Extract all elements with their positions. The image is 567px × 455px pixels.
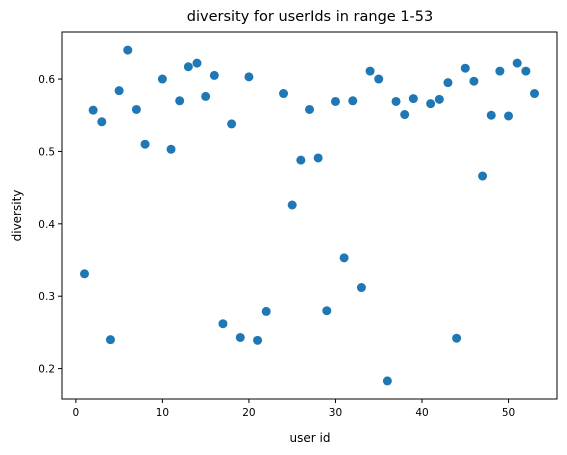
plot-frame [61, 31, 558, 400]
data-point [88, 105, 98, 115]
data-point [183, 62, 193, 72]
data-point [426, 99, 436, 109]
data-point [261, 306, 271, 316]
data-point [253, 335, 263, 345]
data-point [512, 58, 522, 68]
data-point [175, 96, 185, 106]
data-point [348, 96, 358, 106]
data-point [80, 269, 89, 279]
x-tick-label: 50 [502, 407, 515, 419]
x-tick-label: 0 [73, 407, 80, 419]
data-point [157, 74, 167, 84]
data-point [330, 96, 340, 106]
data-point [192, 58, 202, 68]
x-tick-label: 10 [156, 407, 169, 419]
x-axis-label: user id [290, 431, 331, 445]
x-tick-label: 30 [329, 407, 342, 419]
x-axis: 0 10 20 30 40 50 [73, 399, 515, 419]
y-tick-label: 0.2 [38, 364, 55, 376]
chart-title: diversity for userIds in range 1-53 [187, 9, 433, 25]
data-point [495, 66, 505, 76]
data-point [486, 110, 496, 120]
x-tick-label: 20 [242, 407, 255, 419]
data-point [521, 66, 531, 76]
data-point [305, 104, 314, 114]
data-point [279, 89, 289, 99]
data-point [460, 63, 470, 73]
data-point [97, 117, 107, 127]
data-point [235, 332, 245, 342]
data-point [478, 171, 488, 181]
data-point [201, 91, 211, 101]
data-point [287, 200, 297, 210]
data-point [244, 72, 254, 82]
data-point [322, 306, 332, 316]
points-layer [80, 45, 539, 386]
data-point [452, 333, 462, 343]
data-point [339, 253, 349, 263]
y-tick-label: 0.4 [38, 219, 55, 231]
y-axis-label: diversity [10, 190, 24, 242]
data-point [408, 94, 418, 104]
data-point [209, 70, 219, 80]
data-point [166, 144, 176, 154]
y-tick-label: 0.6 [38, 74, 55, 86]
data-point [469, 76, 479, 86]
data-point [365, 66, 375, 76]
data-point [131, 104, 141, 114]
x-tick-label: 40 [415, 407, 428, 419]
data-point [530, 89, 539, 99]
data-point [313, 153, 323, 163]
data-point [374, 74, 384, 84]
data-point [105, 335, 115, 345]
data-point [114, 86, 124, 96]
data-point [382, 376, 392, 386]
data-point [356, 283, 366, 293]
data-point [434, 94, 444, 104]
y-axis: 0.2 0.3 0.4 0.5 0.6 [38, 74, 62, 376]
data-point [443, 78, 453, 88]
data-point [400, 110, 410, 120]
y-tick-label: 0.5 [38, 146, 55, 158]
data-point [504, 111, 514, 121]
data-point [227, 119, 237, 129]
data-point [218, 319, 228, 329]
data-point [391, 96, 401, 106]
data-point [296, 155, 306, 165]
data-point [140, 139, 150, 149]
data-point [123, 45, 133, 55]
y-tick-label: 0.3 [38, 291, 55, 303]
